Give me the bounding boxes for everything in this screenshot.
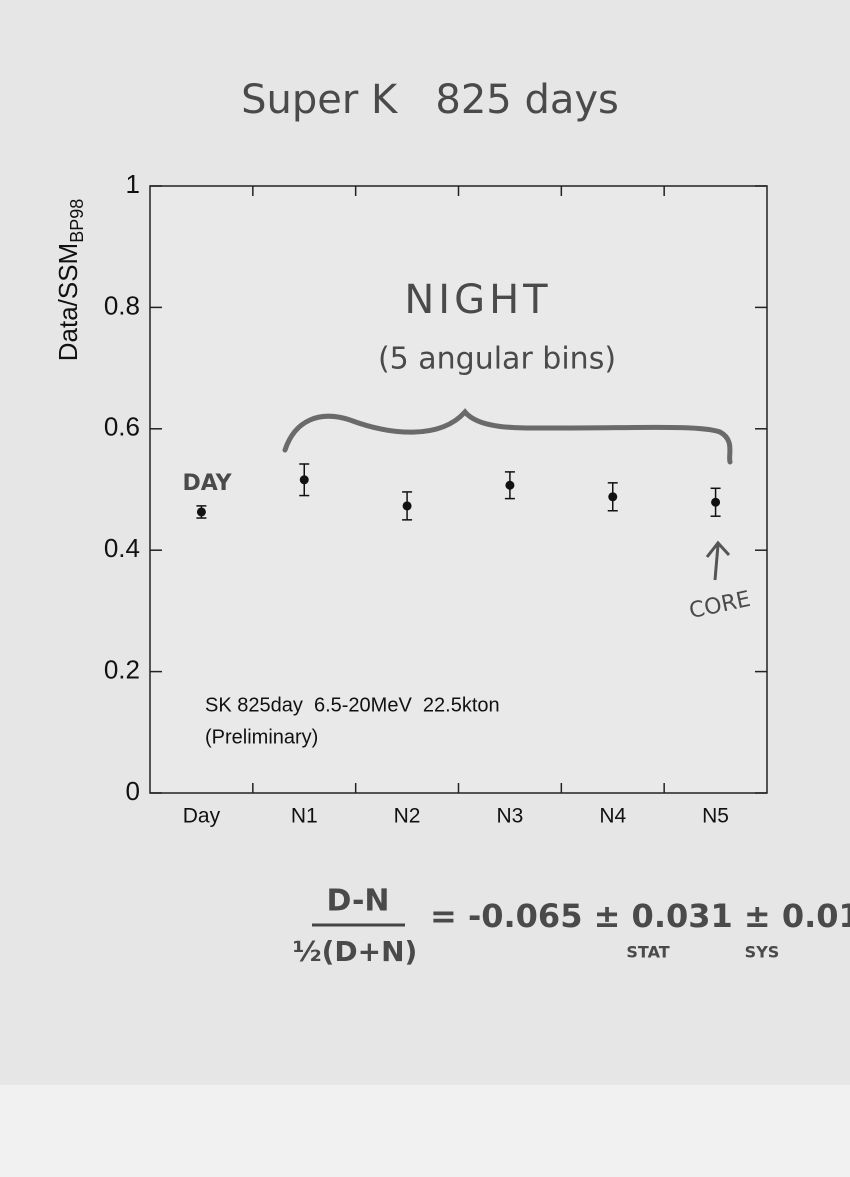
- data-point: [196, 507, 206, 517]
- plot-frame: [149, 185, 768, 794]
- y-tick-label: 0: [126, 776, 140, 806]
- formula-result: = -0.065 ± 0.031 ± 0.013: [430, 897, 850, 935]
- x-tick-label: N5: [702, 805, 729, 828]
- x-tick-label: N2: [394, 805, 421, 828]
- data-point: [402, 501, 412, 511]
- formula-numerator: D-N: [326, 884, 389, 919]
- night-brace: [282, 408, 733, 465]
- day-note: DAY: [182, 471, 232, 496]
- y-tick-label: 0.6: [104, 412, 140, 442]
- y-axis-label: Data/SSMBP98: [53, 199, 87, 362]
- night-note: NIGHT: [404, 277, 551, 323]
- sys-label: SYS: [745, 943, 780, 962]
- y-tick-label: 1: [126, 169, 140, 199]
- y-tick-label: 0.2: [104, 654, 140, 684]
- x-tick-label: Day: [183, 805, 221, 828]
- chart-title: Super K 825 days: [241, 77, 619, 123]
- data-point: [711, 497, 721, 507]
- info-text: SK 825day 6.5-20MeV 22.5kton: [205, 694, 500, 716]
- bins-note: (5 angular bins): [378, 342, 616, 377]
- y-axis-label-main: Data/SSM: [53, 243, 83, 362]
- y-tick-label: 0.8: [104, 290, 140, 320]
- data-point: [299, 475, 309, 485]
- stat-label: STAT: [626, 943, 669, 962]
- core-arrow: [705, 540, 731, 581]
- y-axis-label-sub: BP98: [67, 199, 87, 243]
- x-tick-label: N3: [496, 805, 523, 828]
- formula-denominator: ½(D+N): [293, 935, 418, 968]
- x-tick-label: N1: [291, 805, 318, 828]
- data-point: [608, 492, 618, 502]
- data-point: [505, 480, 515, 490]
- preliminary-text: (Preliminary): [205, 726, 318, 748]
- y-tick-label: 0.4: [104, 533, 140, 563]
- x-tick-label: N4: [599, 805, 626, 828]
